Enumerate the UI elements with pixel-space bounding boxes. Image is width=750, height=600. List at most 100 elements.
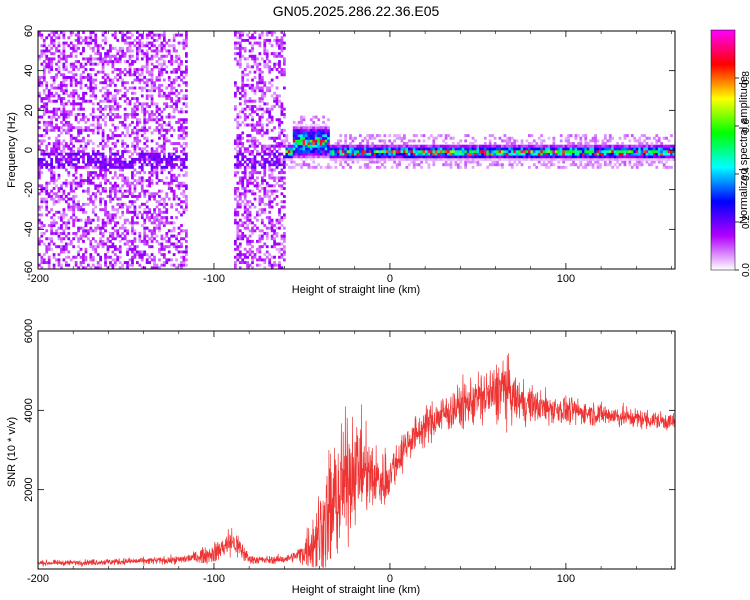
heatmap-cell [476, 147, 480, 151]
heatmap-cell [143, 229, 147, 233]
heatmap-cell [140, 181, 144, 185]
heatmap-cell [42, 152, 46, 156]
heatmap-cell [280, 70, 284, 74]
heatmap-cell [412, 163, 416, 167]
heatmap-cell [567, 157, 570, 161]
heatmap-cell [246, 62, 249, 66]
heatmap-cell [236, 126, 240, 130]
heatmap-cell [40, 171, 44, 175]
heatmap-cell [113, 187, 117, 190]
heatmap-cell [55, 144, 58, 148]
heatmap-cell [616, 160, 619, 164]
heatmap-cell [160, 263, 164, 267]
heatmap-cell [153, 118, 156, 122]
heatmap-cell [280, 36, 284, 40]
heatmap-cell [393, 134, 396, 138]
heatmap-cell [50, 229, 53, 233]
heatmap-cell [532, 152, 536, 156]
heatmap-cell [368, 155, 372, 159]
heatmap-cell [128, 62, 132, 66]
heatmap-cell [55, 107, 58, 111]
heatmap-cell [182, 131, 186, 135]
heatmap-cell [283, 139, 286, 143]
heatmap-cell [584, 139, 588, 143]
heatmap-cell [170, 155, 174, 159]
heatmap-cell [260, 99, 264, 103]
heatmap-cell [248, 83, 252, 87]
heatmap-cell [263, 173, 267, 177]
heatmap-cell [57, 57, 61, 61]
heatmap-cell [126, 229, 129, 233]
heatmap-cell [584, 165, 588, 169]
heatmap-cell [532, 157, 536, 161]
heatmap-cell [493, 136, 497, 140]
heatmap-cell [128, 57, 132, 61]
heatmap-cell [109, 118, 112, 122]
heatmap-cell [280, 216, 284, 220]
heatmap-cell [145, 258, 149, 262]
heatmap-cell [469, 150, 472, 153]
heatmap-cell [109, 107, 112, 111]
heatmap-cell [42, 261, 46, 265]
heatmap-cell [258, 73, 262, 77]
heatmap-cell [91, 62, 95, 66]
heatmap-cell [182, 44, 186, 48]
heatmap-cell [185, 38, 188, 42]
heatmap-cell [273, 242, 276, 246]
heatmap-cell [599, 157, 602, 161]
heatmap-cell [99, 155, 102, 159]
heatmap-cell [439, 157, 443, 161]
heatmap-cell [182, 184, 186, 188]
heatmap-cell [618, 152, 622, 156]
heatmap-cell [40, 266, 44, 269]
heatmap-cell [99, 99, 102, 103]
heatmap-cell [292, 165, 296, 169]
heatmap-cell [243, 46, 247, 50]
heatmap-cell [145, 41, 149, 45]
heatmap-cell [540, 144, 543, 148]
heatmap-cell [155, 155, 159, 159]
heatmap-cell [278, 126, 281, 130]
heatmap-cell [116, 102, 120, 106]
heatmap-cell [99, 242, 102, 246]
heatmap-cell [606, 152, 610, 156]
heatmap-cell [662, 155, 666, 159]
heatmap-cell [427, 144, 431, 148]
heatmap-cell [153, 229, 156, 233]
heatmap-cell [111, 60, 115, 64]
heatmap-cell [265, 216, 269, 220]
heatmap-cell [91, 202, 95, 206]
heatmap-cell [256, 187, 259, 190]
heatmap-cell [38, 239, 41, 243]
heatmap-cell [69, 91, 73, 95]
heatmap-cell [158, 155, 161, 159]
heatmap-cell [253, 205, 257, 209]
heatmap-cell [363, 150, 367, 153]
heatmap-cell [167, 49, 171, 53]
heatmap-cell [150, 152, 154, 156]
heatmap-cell [290, 147, 294, 151]
heatmap-cell [69, 126, 73, 130]
heatmap-cell [459, 152, 463, 156]
heatmap-cell [312, 144, 316, 148]
heatmap-cell [268, 152, 272, 156]
heatmap-cell [128, 123, 132, 127]
heatmap-cell [128, 134, 132, 138]
heatmap-cell [177, 62, 181, 66]
heatmap-cell [358, 157, 362, 161]
heatmap-cell [648, 157, 651, 161]
heatmap-cell [596, 157, 600, 161]
heatmap-cell [270, 52, 274, 56]
heatmap-cell [136, 139, 139, 143]
heatmap-cell [153, 102, 156, 106]
heatmap-cell [270, 173, 274, 177]
heatmap-cell [113, 144, 117, 148]
heatmap-cell [383, 147, 387, 151]
heatmap-cell [82, 226, 85, 230]
heatmap-cell [263, 44, 267, 48]
heatmap-cell [268, 81, 272, 85]
heatmap-cell [525, 150, 529, 153]
heatmap-cell [96, 173, 100, 177]
heatmap-cell [118, 168, 122, 172]
heatmap-cell [50, 99, 53, 103]
